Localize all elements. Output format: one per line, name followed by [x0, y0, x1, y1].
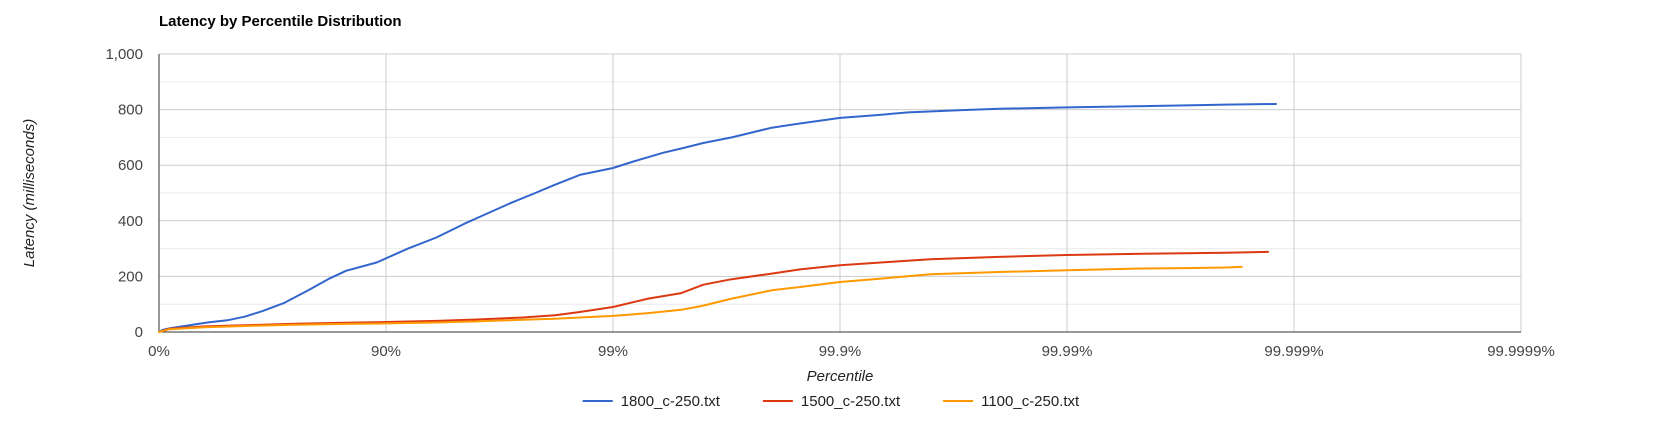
x-tick-labels: 0% 90% 99% 99.9% 99.99% 99.999% 99.9999% — [148, 343, 1555, 360]
series-lines — [158, 103, 1277, 333]
x-tick-label: 90% — [371, 343, 401, 360]
legend-item-1100-c-250-txt[interactable]: 1100_c-250.txt — [943, 393, 1080, 410]
y-tick-label: 400 — [118, 213, 143, 230]
gridlines — [159, 53, 1522, 332]
y-tick-label: 200 — [118, 268, 143, 285]
x-tick-label: 0% — [148, 343, 170, 360]
legend-label: 1800_c-250.txt — [621, 393, 721, 410]
x-axis-title: Percentile — [807, 368, 874, 385]
legend[interactable]: 1800_c-250.txt 1500_c-250.txt 1100_c-250.t… — [582, 393, 1080, 410]
y-tick-label: 1,000 — [105, 46, 143, 63]
axis-lines — [158, 54, 1521, 333]
x-tick-label: 99.99% — [1042, 343, 1093, 360]
series-line-1100-c-250-txt — [158, 265, 1243, 333]
y-tick-label: 600 — [118, 157, 143, 174]
legend-item-1800-c-250-txt[interactable]: 1800_c-250.txt — [582, 393, 721, 410]
x-tick-label: 99.999% — [1264, 343, 1323, 360]
series-line-1800-c-250-txt — [158, 103, 1277, 333]
legend-label: 1500_c-250.txt — [801, 393, 901, 410]
y-tick-label: 800 — [118, 102, 143, 119]
x-tick-label: 99.9% — [819, 343, 862, 360]
y-tick-label: 0 — [135, 324, 143, 341]
legend-label: 1100_c-250.txt — [981, 393, 1080, 410]
series-line-1500-c-250-txt — [158, 250, 1270, 333]
y-tick-labels: 0 200 400 600 800 1,000 — [105, 46, 143, 341]
x-tick-label: 99% — [598, 343, 628, 360]
x-tick-label: 99.9999% — [1487, 343, 1555, 360]
chart-title: Latency by Percentile Distribution — [159, 13, 402, 30]
legend-item-1500-c-250-txt[interactable]: 1500_c-250.txt — [762, 393, 901, 410]
y-axis-title: Latency (milliseconds) — [21, 119, 38, 267]
